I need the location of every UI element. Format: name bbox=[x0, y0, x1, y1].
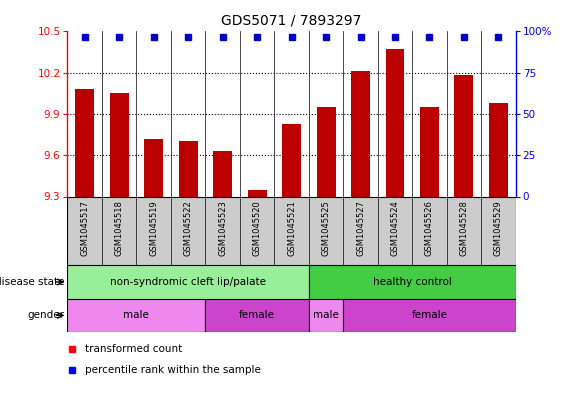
Text: healthy control: healthy control bbox=[373, 277, 452, 287]
Text: GSM1045528: GSM1045528 bbox=[459, 200, 468, 256]
Text: GSM1045523: GSM1045523 bbox=[218, 200, 227, 256]
Bar bbox=[205, 299, 309, 332]
Bar bbox=[351, 71, 370, 196]
Bar bbox=[455, 75, 473, 196]
Bar bbox=[386, 50, 404, 196]
Text: male: male bbox=[313, 310, 339, 320]
Text: GSM1045517: GSM1045517 bbox=[80, 200, 89, 256]
Text: non-syndromic cleft lip/palate: non-syndromic cleft lip/palate bbox=[110, 277, 266, 287]
Bar bbox=[420, 107, 439, 196]
Bar bbox=[309, 265, 516, 299]
Bar bbox=[144, 139, 163, 196]
Text: GSM1045522: GSM1045522 bbox=[183, 200, 193, 256]
Title: GDS5071 / 7893297: GDS5071 / 7893297 bbox=[222, 13, 362, 28]
Text: GSM1045526: GSM1045526 bbox=[425, 200, 434, 256]
Text: female: female bbox=[239, 310, 275, 320]
Text: GSM1045529: GSM1045529 bbox=[494, 200, 503, 256]
Text: GSM1045518: GSM1045518 bbox=[115, 200, 124, 256]
Text: GSM1045524: GSM1045524 bbox=[390, 200, 400, 256]
Text: GSM1045520: GSM1045520 bbox=[253, 200, 261, 256]
Text: transformed count: transformed count bbox=[86, 344, 183, 354]
Bar bbox=[67, 265, 309, 299]
Text: gender: gender bbox=[28, 310, 64, 320]
Text: GSM1045527: GSM1045527 bbox=[356, 200, 365, 256]
Bar bbox=[110, 93, 128, 196]
Text: female: female bbox=[411, 310, 448, 320]
Bar bbox=[489, 103, 508, 196]
Bar bbox=[247, 190, 267, 196]
Bar bbox=[316, 107, 336, 196]
Bar bbox=[282, 124, 301, 196]
Bar bbox=[75, 89, 94, 196]
Bar bbox=[343, 299, 516, 332]
Text: male: male bbox=[124, 310, 149, 320]
Text: GSM1045525: GSM1045525 bbox=[322, 200, 331, 256]
Text: GSM1045519: GSM1045519 bbox=[149, 200, 158, 256]
Bar bbox=[179, 141, 197, 196]
Text: disease state: disease state bbox=[0, 277, 64, 287]
Bar bbox=[309, 299, 343, 332]
Bar bbox=[213, 151, 232, 196]
Text: percentile rank within the sample: percentile rank within the sample bbox=[86, 365, 261, 375]
Text: GSM1045521: GSM1045521 bbox=[287, 200, 296, 256]
Bar bbox=[67, 299, 205, 332]
